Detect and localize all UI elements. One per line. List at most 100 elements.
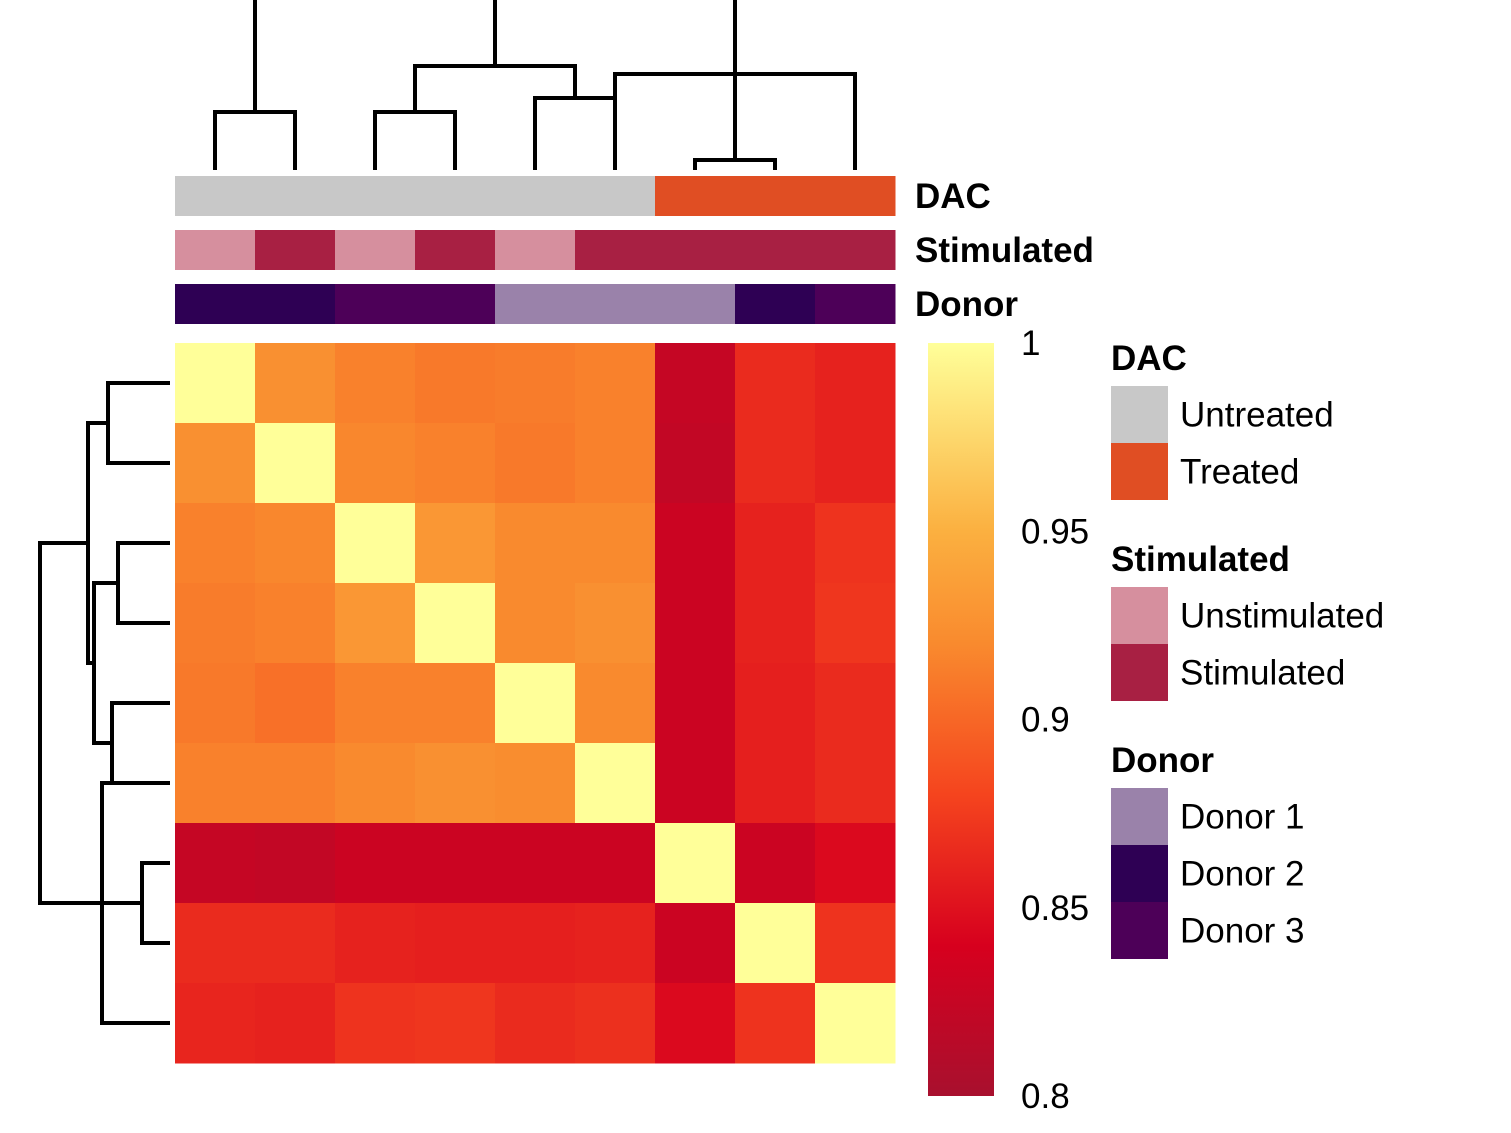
heatmap-cell [175,903,256,984]
annotation-cell [415,176,496,216]
heatmap-cell [815,423,896,504]
annotation-cell [335,284,416,324]
dendrogram-branch [92,581,118,745]
heatmap-cell [575,423,656,504]
heatmap-cell [575,583,656,664]
dendrogram-branch [413,64,577,112]
annotation-cell [655,284,736,324]
legend-label: Donor 2 [1180,855,1305,894]
annotation-cell [815,284,896,324]
heatmap-cell [175,983,256,1064]
heatmap-cell [335,663,416,744]
heatmap-cell [415,663,496,744]
annotation-cell [495,230,576,270]
heatmap-cell [255,903,336,984]
heatmap-cell [735,983,816,1064]
heatmap-cell [815,983,896,1064]
annotation-bars: DAC Stimulated Donor [175,176,1094,324]
row-dendrogram [38,381,170,1025]
heatmap-cell [655,503,736,584]
annotation-label: Donor [915,285,1018,324]
annotation-cell [255,176,336,216]
heatmap-cell [655,663,736,744]
heatmap-cell [815,583,896,664]
heatmap-cell [735,903,816,984]
heatmap-cell [255,743,336,824]
heatmap-cell [175,663,256,744]
heatmap-cell [815,503,896,584]
heatmap-cell [495,503,576,584]
annotation-legend: DAC Untreated Treated Stimulated Unstimulate… [1111,339,1384,959]
annotation-cell [175,176,256,216]
annotation-cell [735,230,816,270]
legend-title: Donor [1111,741,1214,780]
heatmap-cell [495,343,576,424]
color-bar-tick-label: 0.9 [1021,701,1070,740]
heatmap-cell [335,823,416,904]
dendrogram-branch [38,541,88,905]
annotation-cell [655,176,736,216]
annotation-label: DAC [915,177,991,216]
heatmap-cell [415,903,496,984]
heatmap-cell [735,423,816,504]
heatmap-cell [415,423,496,504]
heatmap-cell [495,423,576,504]
dendrogram-branch [140,861,170,945]
heatmap-cell [575,343,656,424]
heatmap-cells [175,343,896,1064]
heatmap-cell [815,823,896,904]
heatmap-cell [255,503,336,584]
annotation-cell [575,284,656,324]
heatmap-cell [735,663,816,744]
annotation-label: Stimulated [915,231,1094,270]
heatmap-cell [415,743,496,824]
column-dendrogram [213,0,857,170]
heatmap-cell [575,663,656,744]
annotation-cell [175,230,256,270]
legend-label: Unstimulated [1180,597,1384,636]
heatmap-cell [175,583,256,664]
heatmap-cell [255,823,336,904]
legend-swatch [1111,845,1168,902]
heatmap-cell [655,823,736,904]
heatmap-cell [815,743,896,824]
annotation-cell [815,176,896,216]
color-bar-tick-label: 0.8 [1021,1077,1070,1116]
heatmap-cell [655,743,736,824]
legend-label: Treated [1180,453,1299,492]
legend-swatch [1111,443,1168,500]
heatmap-cell [815,663,896,744]
heatmap-cell [575,903,656,984]
heatmap-cell [495,663,576,744]
color-bar-tick-label: 1 [1021,324,1040,363]
legend-swatch [1111,644,1168,701]
dendrogram-branch [86,421,108,665]
dendrogram-branch [213,110,297,170]
heatmap-cell [655,423,736,504]
heatmap-cell [495,983,576,1064]
heatmap-cell [735,503,816,584]
heatmap-cell [175,343,256,424]
heatmap-cell [255,663,336,744]
heatmap-cell [735,823,816,904]
heatmap-cell [255,423,336,504]
annotation-cell [815,230,896,270]
heatmap-cell [735,583,816,664]
color-bar-gradient [928,343,994,1096]
heatmap-cell [495,743,576,824]
heatmap-cell [575,503,656,584]
heatmap-cell [735,743,816,824]
heatmap-cell [335,423,416,504]
legend-swatch [1111,902,1168,959]
heatmap-cell [655,343,736,424]
heatmap-cell [175,503,256,584]
annotation-cell [495,176,576,216]
heatmap-cell [495,903,576,984]
legend-title: Stimulated [1111,540,1290,579]
legend-swatch [1111,587,1168,644]
annotation-cell [655,230,736,270]
annotation-cell [495,284,576,324]
heatmap-cell [655,903,736,984]
annotation-cell [735,284,816,324]
heatmap-cell [575,983,656,1064]
